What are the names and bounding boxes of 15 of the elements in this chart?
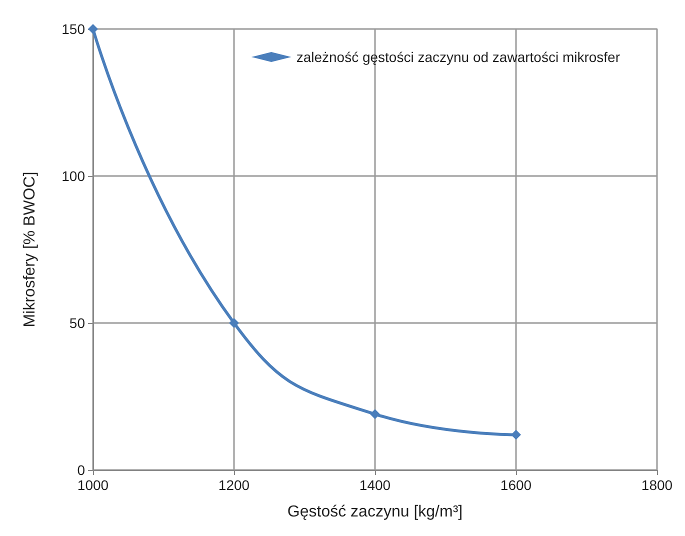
y-axis-title: Mikrosfery [% BWOC]: [22, 172, 38, 328]
point: [370, 409, 380, 420]
x-tick-label: 1200: [218, 477, 250, 493]
point: [229, 318, 239, 328]
point: [511, 430, 521, 440]
y-tick-label: 150: [62, 21, 86, 37]
y-tick-label: 50: [69, 315, 86, 331]
x-tick-label: 1600: [500, 477, 532, 493]
y-tick-label: 0: [77, 462, 86, 478]
legend-label: zależność gęstości zaczynu od zawartości mikrosfer: [296, 49, 620, 65]
x-axis-title: Gęstość zaczynu [kg/m³]: [287, 504, 463, 520]
x-tick-label: 1400: [359, 477, 391, 493]
y-tick-label: 100: [62, 168, 86, 184]
x-tick-label: 1800: [641, 477, 673, 493]
x-tick-label: 1000: [77, 477, 109, 493]
